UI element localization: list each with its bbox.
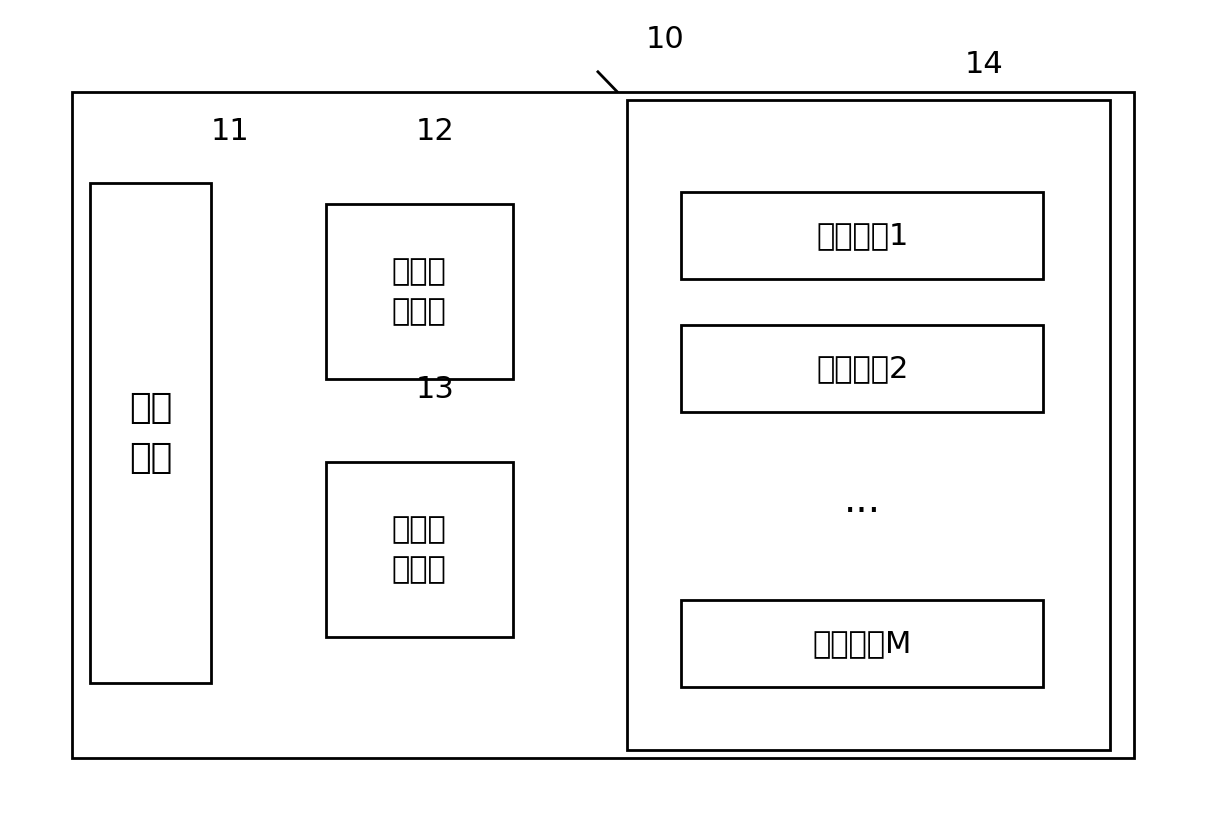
Bar <box>90 183 211 683</box>
Bar <box>681 600 1043 687</box>
Text: 第二放
大模块: 第二放 大模块 <box>392 515 446 585</box>
Text: ···: ··· <box>844 493 880 531</box>
Text: 收发
模块: 收发 模块 <box>129 391 172 476</box>
Bar <box>72 92 1134 758</box>
Text: 11: 11 <box>211 117 250 146</box>
Text: 匹配单到2: 匹配单到2 <box>816 354 908 383</box>
Bar <box>681 192 1043 279</box>
Bar <box>681 325 1043 412</box>
Text: 14: 14 <box>965 50 1003 79</box>
Text: 10: 10 <box>645 25 684 54</box>
Bar <box>326 204 513 379</box>
Text: 匹配单到1: 匹配单到1 <box>816 221 908 250</box>
Text: 第一放
大模块: 第一放 大模块 <box>392 257 446 327</box>
Bar <box>326 462 513 637</box>
Text: 13: 13 <box>416 375 455 404</box>
Text: 匹配单元M: 匹配单元M <box>813 629 912 658</box>
Bar <box>627 100 1110 750</box>
Text: 12: 12 <box>416 117 455 146</box>
